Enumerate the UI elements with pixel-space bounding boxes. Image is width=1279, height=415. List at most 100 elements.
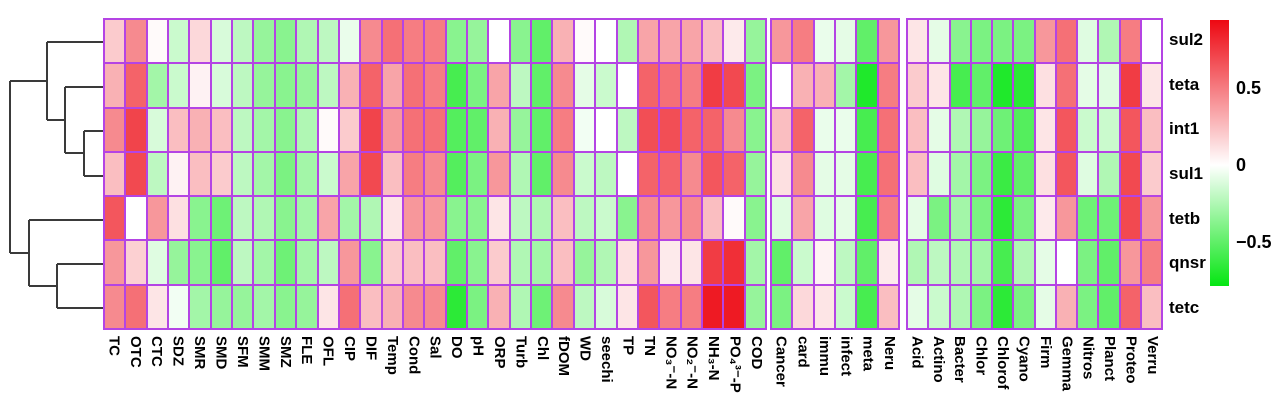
column-label-pH: pH <box>469 336 487 356</box>
heatmap-cell-tetc-Nitros <box>1077 284 1099 329</box>
column-label-Cancer: Cancer <box>772 336 790 387</box>
column-label-COD: COD <box>747 336 765 370</box>
heatmap-cell-teta-CTC <box>146 63 169 108</box>
heatmap-cell-tetc-Sal <box>424 284 446 329</box>
heatmap-cell-sul2-Proteo <box>1119 19 1141 64</box>
heatmap-cell-qnsr-COD <box>744 240 766 285</box>
heatmap-cell-tetc-NO₂⁻-N <box>680 284 702 329</box>
heatmap-cell-sul1-Cancer <box>771 151 793 197</box>
heatmap-cell-sul2-ORP <box>488 19 510 64</box>
heatmap-cell-qnsr-Chl <box>531 240 553 285</box>
heatmap-cell-sul1-meta <box>856 151 878 197</box>
heatmap-cell-sul1-Chlor <box>970 151 992 197</box>
row-dendrogram <box>9 41 103 309</box>
heatmap-cell-tetb-Bacter <box>949 196 971 241</box>
column-label-Nitros: Nitros <box>1079 336 1097 380</box>
heatmap-cell-tetc-pH <box>467 284 489 329</box>
heatmap-cell-qnsr-ORP <box>488 240 510 285</box>
heatmap-cell-teta-DO <box>445 63 468 108</box>
heatmap-cell-sul1-immu <box>813 151 835 197</box>
heatmap-cell-tetb-Verru <box>1140 196 1162 241</box>
heatmap-cell-sul2-Verru <box>1140 19 1162 64</box>
column-label-Temp: Temp <box>383 336 401 375</box>
heatmap-cell-tetc-Firm <box>1034 284 1056 329</box>
heatmap-cell-sul2-Sal <box>424 19 446 64</box>
heatmap-cell-int1-Bacter <box>949 107 971 152</box>
colorbar <box>1210 20 1229 286</box>
column-label-Turb: Turb <box>512 336 530 369</box>
heatmap-cell-tetc-immu <box>813 284 835 329</box>
heatmap-cell-qnsr-CIP <box>338 240 361 285</box>
heatmap-cell-tetb-Cond <box>402 196 425 241</box>
heatmap-cell-sul1-Neru <box>877 151 899 197</box>
heatmap-cell-sul1-Nitros <box>1077 151 1099 197</box>
heatmap-cell-sul2-Chlorof <box>992 19 1014 64</box>
heatmap-cell-tetb-Proteo <box>1119 196 1141 241</box>
heatmap-cell-sul2-Nitros <box>1077 19 1099 64</box>
column-label-WD: WD <box>576 336 594 361</box>
heatmap-cell-sul1-DIF <box>360 151 382 197</box>
heatmap-cell-teta-Actino <box>928 63 950 108</box>
heatmap-cell-sul2-DO <box>445 19 468 64</box>
column-label-SMD: SMD <box>212 336 230 370</box>
heatmap-cell-tetc-Chl <box>531 284 553 329</box>
heatmap-cell-teta-Acid <box>907 63 929 108</box>
row-label-tetc: tetc <box>1169 297 1200 317</box>
heatmap-cell-int1-SMM <box>253 107 275 152</box>
column-label-CIP: CIP <box>341 336 359 362</box>
column-label-seechi: seechi <box>598 336 616 383</box>
heatmap-cell-qnsr-SDZ <box>168 240 190 285</box>
heatmap-cell-tetc-Gemma <box>1055 284 1077 329</box>
heatmap-cell-tetb-FLE <box>296 196 318 241</box>
heatmap-cell-qnsr-Verru <box>1140 240 1162 285</box>
heatmap-cell-sul1-SMR <box>189 151 211 197</box>
column-label-NO₂⁻-N: NO₂⁻-N <box>683 336 701 389</box>
heatmap-cell-tetb-SMR <box>189 196 211 241</box>
heatmap-cell-tetc-SFM <box>232 284 254 329</box>
heatmap-cell-tetc-Bacter <box>949 284 971 329</box>
heatmap-cell-tetb-Gemma <box>1055 196 1077 241</box>
heatmap-cell-sul2-Turb <box>509 19 532 64</box>
heatmap-cell-sul1-card <box>792 151 814 197</box>
heatmap-cell-qnsr-Nitros <box>1077 240 1099 285</box>
heatmap-cell-int1-Proteo <box>1119 107 1141 152</box>
column-label-DO: DO <box>448 336 466 359</box>
heatmap-cell-tetc-TN <box>637 284 660 329</box>
row-label-sul2: sul2 <box>1169 30 1204 50</box>
heatmap-cell-tetc-FLE <box>296 284 318 329</box>
heatmap-cell-sul2-Chlor <box>970 19 992 64</box>
heatmap-cell-tetb-Actino <box>928 196 950 241</box>
heatmap-cell-int1-Nitros <box>1077 107 1099 152</box>
heatmap-cell-tetb-Sal <box>424 196 446 241</box>
heatmap-cell-int1-TC <box>104 107 126 152</box>
heatmap-cell-sul2-Acid <box>907 19 929 64</box>
heatmap-cell-qnsr-TP <box>616 240 638 285</box>
heatmap-cell-tetb-NO₂⁻-N <box>680 196 702 241</box>
heatmap-cell-sul1-Chlorof <box>992 151 1014 197</box>
heatmap-cell-int1-DO <box>445 107 468 152</box>
heatmap-cell-sul1-Actino <box>928 151 950 197</box>
heatmap-cell-teta-SMM <box>253 63 275 108</box>
heatmap-cell-qnsr-SMD <box>210 240 233 285</box>
heatmap-cell-qnsr-CTC <box>146 240 169 285</box>
heatmap-cell-sul2-NO₂⁻-N <box>680 19 702 64</box>
column-label-Chl: Chl <box>533 336 551 361</box>
heatmap-cell-tetc-meta <box>856 284 878 329</box>
heatmap-cell-qnsr-Bacter <box>949 240 971 285</box>
row-label-sul1: sul1 <box>1169 164 1204 183</box>
heatmap-cell-int1-Actino <box>928 107 950 152</box>
heatmap-cell-sul1-NO₃⁻-N <box>659 151 681 197</box>
heatmap-cell-tetb-SDZ <box>168 196 190 241</box>
heatmap-cell-tetb-Planct <box>1098 196 1120 241</box>
heatmap-cell-sul2-Neru <box>877 19 899 64</box>
heatmap-cell-int1-meta <box>856 107 878 152</box>
heatmap-cell-teta-seechi <box>595 63 617 108</box>
heatmap-cell-tetb-fDOM <box>552 196 574 241</box>
heatmap-cell-sul1-SMZ <box>274 151 297 197</box>
heatmap-cell-sul1-TP <box>616 151 638 197</box>
heatmap-cell-sul2-TP <box>616 19 638 64</box>
heatmap-cell-qnsr-fDOM <box>552 240 574 285</box>
heatmap-cell-qnsr-Planct <box>1098 240 1120 285</box>
heatmap-cell-sul2-PO₄³⁻-P <box>723 19 745 64</box>
heatmap-cell-tetc-SMD <box>210 284 233 329</box>
